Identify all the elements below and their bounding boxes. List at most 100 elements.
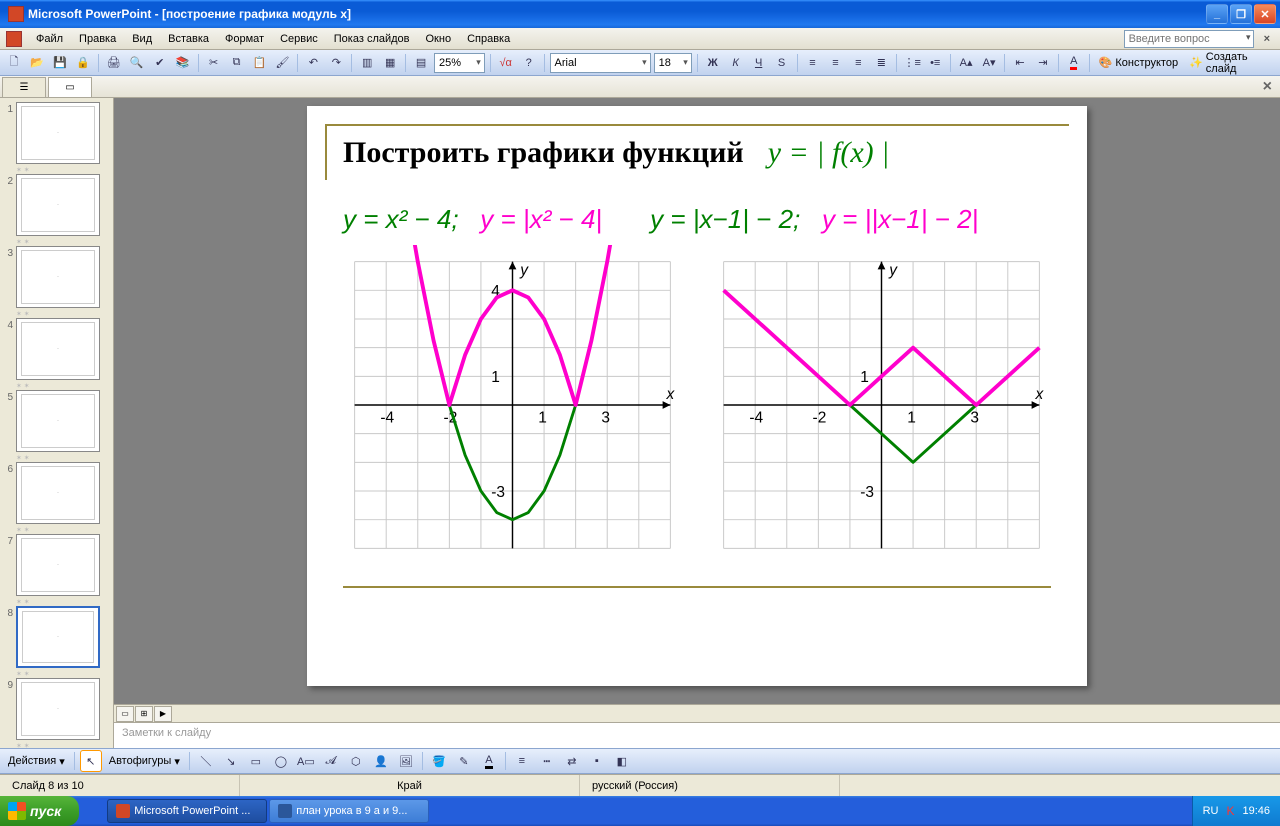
menu-edit[interactable]: Правка	[71, 31, 124, 47]
font-combo[interactable]: Arial	[550, 53, 651, 73]
align-right-button[interactable]: ≡	[848, 52, 868, 74]
increase-indent-button[interactable]: ⇥	[1033, 52, 1053, 74]
oval-button[interactable]: ◯	[270, 750, 292, 772]
linecolor-button[interactable]: ✎	[453, 750, 475, 772]
3d-button[interactable]: ◧	[611, 750, 633, 772]
minimize-button[interactable]: _	[1206, 4, 1228, 24]
line-button[interactable]: ＼	[195, 750, 217, 772]
notes-pane[interactable]: Заметки к слайду	[114, 722, 1280, 748]
shadow-style-button[interactable]: ▪	[586, 750, 608, 772]
actions-menu[interactable]: Действия ▾	[4, 755, 69, 768]
start-button[interactable]: пуск	[0, 796, 79, 826]
tables-borders-button[interactable]: ▤	[411, 52, 431, 74]
close-button[interactable]: ✕	[1254, 4, 1276, 24]
fontcolor-button[interactable]: A	[1064, 52, 1084, 74]
menu-insert[interactable]: Вставка	[160, 31, 217, 47]
help-input[interactable]	[1124, 30, 1254, 48]
menu-help[interactable]: Справка	[459, 31, 518, 47]
open-button[interactable]: 📂	[27, 52, 47, 74]
slide-canvas[interactable]: Построить графики функций y = | f(x) | y…	[307, 106, 1087, 686]
taskbar-button[interactable]: Microsoft PowerPoint ...	[107, 799, 267, 823]
paste-button[interactable]: 📋	[250, 52, 270, 74]
shadow-button[interactable]: S	[772, 52, 792, 74]
align-center-button[interactable]: ≡	[825, 52, 845, 74]
fontsize-combo[interactable]: 18	[654, 53, 692, 73]
textbox-button[interactable]: A▭	[295, 750, 317, 772]
research-button[interactable]: 📚	[173, 52, 193, 74]
increase-font-button[interactable]: A▴	[956, 52, 976, 74]
menu-format[interactable]: Формат	[217, 31, 272, 47]
menu-view[interactable]: Вид	[124, 31, 160, 47]
bullist-button[interactable]: •≡	[925, 52, 945, 74]
fontcolor2-button[interactable]: A	[478, 750, 500, 772]
redo-button[interactable]: ↷	[326, 52, 346, 74]
new-button[interactable]: 🗋	[4, 52, 24, 74]
slide-thumbnail-1[interactable]: ·	[16, 102, 100, 164]
permission-button[interactable]: 🔒	[73, 52, 93, 74]
maximize-button[interactable]: ❐	[1230, 4, 1252, 24]
cut-button[interactable]: ✂	[204, 52, 224, 74]
slide-thumbnail-6[interactable]: ·	[16, 462, 100, 524]
slide-thumbnail-4[interactable]: ·	[16, 318, 100, 380]
slide-viewport[interactable]: Построить графики функций y = | f(x) | y…	[114, 98, 1280, 704]
italic-button[interactable]: К	[726, 52, 746, 74]
separator	[422, 752, 423, 770]
doc-close-button[interactable]: ×	[1260, 33, 1274, 45]
wordart-button[interactable]: 𝓐	[320, 750, 342, 772]
slide-thumbnail-5[interactable]: ·	[16, 390, 100, 452]
copy-button[interactable]: ⧉	[227, 52, 247, 74]
sorter-view-button[interactable]: ⊞	[135, 706, 153, 722]
zoom-combo[interactable]: 25%	[434, 53, 485, 73]
format-painter-button[interactable]: 🖌	[272, 52, 292, 74]
designer-button[interactable]: 🎨 Конструктор	[1095, 56, 1182, 69]
slide-thumbnail-2[interactable]: ·	[16, 174, 100, 236]
outline-tab[interactable]: ☰	[2, 77, 46, 97]
arrow-button[interactable]: ↘	[220, 750, 242, 772]
slide-thumbnail-8[interactable]: ·	[16, 606, 100, 668]
pane-close-button[interactable]: ×	[1255, 78, 1280, 96]
menu-slideshow[interactable]: Показ слайдов	[326, 31, 418, 47]
bold-button[interactable]: Ж	[703, 52, 723, 74]
slide-thumbnail-3[interactable]: ·	[16, 246, 100, 308]
menu-window[interactable]: Окно	[418, 31, 460, 47]
slide-thumbnail-7[interactable]: ·	[16, 534, 100, 596]
autoshapes-menu[interactable]: Автофигуры ▾	[105, 755, 184, 768]
preview-button[interactable]: 🔍	[127, 52, 147, 74]
undo-button[interactable]: ↶	[303, 52, 323, 74]
help-button[interactable]: ?	[519, 52, 539, 74]
distribute-button[interactable]: ≣	[871, 52, 891, 74]
tray-kaspersky-icon[interactable]: K	[1226, 804, 1234, 818]
tray-lang[interactable]: RU	[1203, 805, 1219, 817]
arrowstyle-button[interactable]: ⇄	[561, 750, 583, 772]
spell-button[interactable]: ✔	[150, 52, 170, 74]
numlist-button[interactable]: ⋮≡	[902, 52, 922, 74]
print-button[interactable]: 🖨	[104, 52, 124, 74]
normal-view-button[interactable]: ▭	[116, 706, 134, 722]
clipart-button[interactable]: 👤	[370, 750, 392, 772]
svg-text:y: y	[888, 262, 898, 279]
fillcolor-button[interactable]: 🪣	[428, 750, 450, 772]
taskbar-button[interactable]: план урока в 9 а и 9...	[269, 799, 429, 823]
rect-button[interactable]: ▭	[245, 750, 267, 772]
slides-tab[interactable]: ▭	[48, 77, 92, 97]
underline-button[interactable]: Ч	[749, 52, 769, 74]
thumb-number: 3	[2, 246, 16, 259]
select-button[interactable]: ↖	[80, 750, 102, 772]
slideshow-view-button[interactable]: ▶	[154, 706, 172, 722]
align-left-button[interactable]: ≡	[802, 52, 822, 74]
slide-thumbnail-9[interactable]: ·	[16, 678, 100, 740]
chart-button[interactable]: ▥	[357, 52, 377, 74]
picture-button[interactable]: 🖼	[395, 750, 417, 772]
newslide-button[interactable]: ✨ Создать слайд	[1185, 51, 1276, 75]
diagram-button[interactable]: ⬡	[345, 750, 367, 772]
tray-clock[interactable]: 19:46	[1242, 805, 1270, 817]
decrease-indent-button[interactable]: ⇤	[1010, 52, 1030, 74]
menu-tools[interactable]: Сервис	[272, 31, 326, 47]
save-button[interactable]: 💾	[50, 52, 70, 74]
decrease-font-button[interactable]: A▾	[979, 52, 999, 74]
table-button[interactable]: ▦	[380, 52, 400, 74]
linestyle-button[interactable]: ≡	[511, 750, 533, 772]
dashstyle-button[interactable]: ┅	[536, 750, 558, 772]
formula-button[interactable]: √α	[496, 52, 516, 74]
menu-file[interactable]: Файл	[28, 31, 71, 47]
